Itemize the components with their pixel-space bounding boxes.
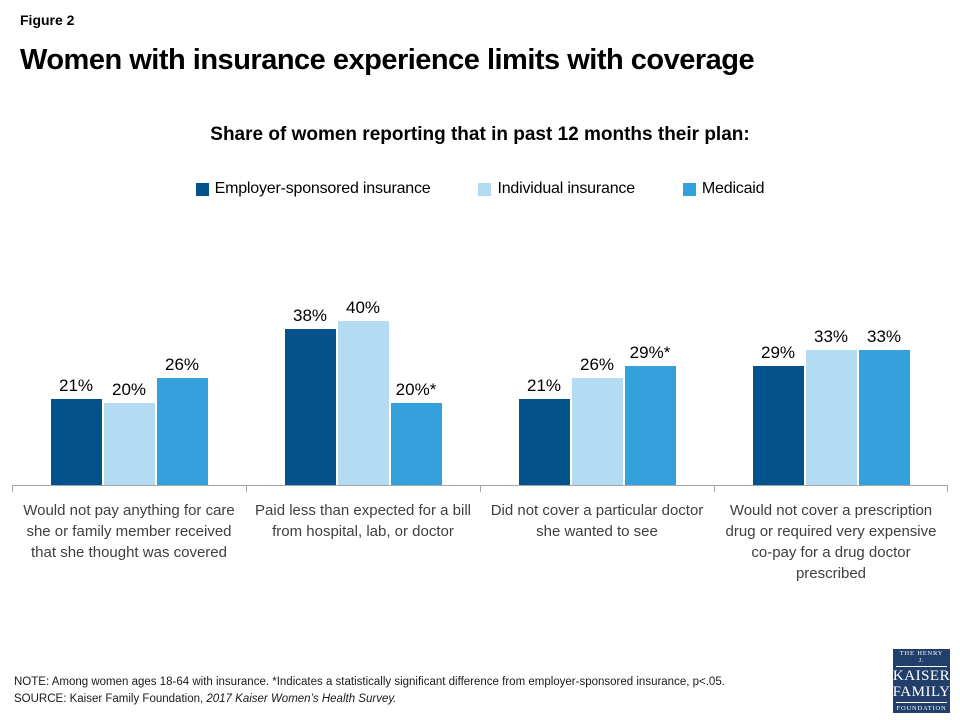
legend-swatch-icon: [682, 182, 696, 196]
bar-value-label: 21%: [58, 376, 94, 396]
bar-value-label: 29%: [760, 343, 796, 363]
bar-column: 38%: [284, 306, 336, 485]
bar-value-label: 26%: [164, 355, 200, 375]
axis-ticks: [12, 486, 948, 492]
bar-individual-insurance: [571, 378, 623, 485]
chart-legend: Employer-sponsored insurance Individual i…: [0, 180, 960, 198]
bar-medicaid: [624, 366, 676, 485]
bar-column: 21%: [518, 376, 570, 485]
plot-area: 21% 20% 26% 38% 40% 20%* 21% 26% 29%* 29% 33% 33%: [12, 284, 948, 486]
bar-column: 33%: [858, 327, 910, 485]
bar-value-label: 29%*: [629, 343, 671, 363]
logo-foundation-text: FOUNDATION: [896, 702, 947, 712]
bar-individual-insurance: [805, 350, 857, 485]
bar-medicaid: [858, 350, 910, 485]
legend-label: Employer-sponsored insurance: [214, 180, 431, 197]
legend-item-1: Individual insurance: [478, 180, 635, 198]
source-line: SOURCE: Kaiser Family Foundation, 2017 K…: [14, 691, 874, 708]
bar-column: 26%: [571, 355, 623, 485]
logo-kaiser-text: KAISER: [892, 668, 951, 684]
bar-group-1: 38% 40% 20%*: [246, 284, 480, 485]
bar-column: 33%: [805, 327, 857, 485]
bar-medicaid: [156, 378, 208, 485]
figure-label: Figure 2: [20, 12, 75, 28]
bar-column: 29%: [752, 343, 804, 485]
bar-value-label: 33%: [813, 327, 849, 347]
bar-employer-sponsored-insurance: [752, 366, 804, 485]
legend-swatch-icon: [478, 182, 492, 196]
bar-column: 20%*: [390, 380, 442, 485]
category-label-2: Did not cover a particular doctor she wa…: [490, 502, 704, 540]
bar-value-label: 33%: [866, 327, 902, 347]
page-title: Women with insurance experience limits w…: [20, 44, 755, 76]
bar-chart: 21% 20% 26% 38% 40% 20%* 21% 26% 29%* 29% 33% 33% W…: [12, 284, 948, 584]
legend-item-2: Medicaid: [682, 180, 765, 198]
axis-tick: [714, 486, 715, 492]
legend-item-0: Employer-sponsored insurance: [195, 180, 431, 198]
footnote: NOTE: Among women ages 18-64 with insura…: [14, 674, 874, 708]
source-prefix: SOURCE: Kaiser Family Foundation,: [14, 693, 207, 705]
bar-group-0: 21% 20% 26%: [12, 284, 246, 485]
axis-tick: [246, 486, 247, 492]
bar-value-label: 20%*: [395, 380, 437, 400]
bar-column: 21%: [50, 376, 102, 485]
logo-top-text: THE HENRY J.: [896, 650, 947, 667]
bar-column: 40%: [337, 298, 389, 485]
bar-employer-sponsored-insurance: [518, 399, 570, 485]
category-axis: Would not pay anything for care she or f…: [12, 500, 948, 584]
bar-employer-sponsored-insurance: [284, 329, 336, 485]
bar-value-label: 38%: [292, 306, 328, 326]
bar-column: 29%*: [624, 343, 676, 485]
bar-column: 26%: [156, 355, 208, 485]
bar-employer-sponsored-insurance: [50, 399, 102, 485]
legend-label: Medicaid: [701, 180, 765, 197]
note-line: NOTE: Among women ages 18-64 with insura…: [14, 676, 725, 688]
bar-medicaid: [390, 403, 442, 485]
legend-swatch-icon: [195, 182, 209, 196]
bar-group-3: 29% 33% 33%: [714, 284, 948, 485]
category-label-1: Paid less than expected for a bill from …: [255, 502, 471, 540]
bar-individual-insurance: [103, 403, 155, 485]
legend-label: Individual insurance: [497, 180, 635, 197]
bar-column: 20%: [103, 380, 155, 485]
chart-subtitle: Share of women reporting that in past 12…: [210, 124, 750, 145]
axis-tick: [480, 486, 481, 492]
bar-group-2: 21% 26% 29%*: [480, 284, 714, 485]
bar-value-label: 26%: [579, 355, 615, 375]
bar-value-label: 40%: [345, 298, 381, 318]
bar-value-label: 21%: [526, 376, 562, 396]
category-label-0: Would not pay anything for care she or f…: [23, 502, 235, 561]
bar-value-label: 20%: [111, 380, 147, 400]
source-title: 2017 Kaiser Women’s Health Survey.: [206, 693, 397, 705]
kff-foundation-logo: THE HENRY J. KAISER FAMILY FOUNDATION: [893, 649, 950, 713]
axis-tick: [947, 486, 948, 492]
logo-family-text: FAMILY: [892, 684, 951, 700]
bar-individual-insurance: [337, 321, 389, 485]
axis-tick: [12, 486, 13, 492]
category-label-3: Would not cover a prescription drug or r…: [725, 502, 937, 582]
